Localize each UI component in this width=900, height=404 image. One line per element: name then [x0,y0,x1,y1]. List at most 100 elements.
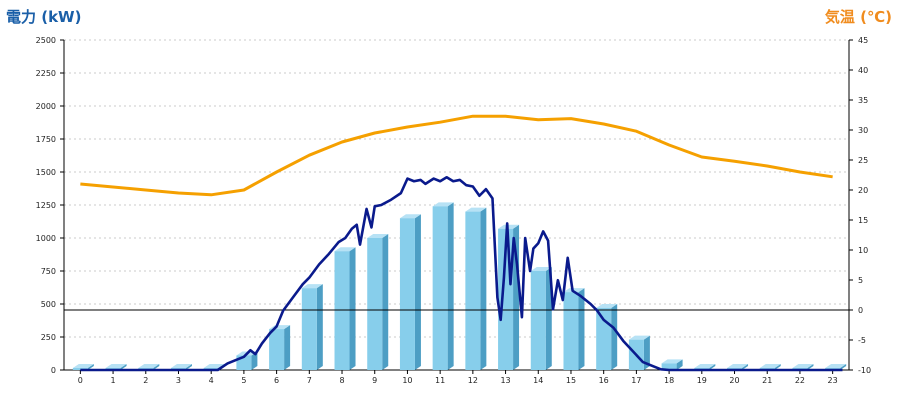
right-tick-label: 45 [858,36,868,45]
right-tick-label: 10 [858,246,868,255]
x-tick-label: 13 [500,376,510,385]
bar-side [545,267,552,370]
x-tick-label: 11 [435,376,445,385]
bar-side [676,359,683,370]
left-tick-label: 0 [51,366,56,375]
left-tick-label: 750 [41,267,56,276]
x-tick-label: 12 [468,376,478,385]
realtime-power-line [80,175,843,372]
bar [530,271,546,370]
left-tick-label: 2000 [36,102,56,111]
left-tick-label: 500 [41,300,56,309]
bar-side [284,325,291,370]
left-tick-label: 1000 [36,234,56,243]
bar-side [578,288,585,370]
bar-top [628,335,650,340]
x-tick-label: 16 [599,376,609,385]
right-tick-label: 20 [858,186,868,195]
bar-side [643,335,650,370]
bar-side [382,234,389,370]
x-tick-label: 9 [372,376,377,385]
right-tick-label: 30 [858,126,868,135]
bar-side [185,364,192,370]
bar-side [316,284,323,370]
bar-top [727,364,749,369]
x-tick-label: 20 [729,376,739,385]
x-tick-label: 7 [307,376,312,385]
left-tick-label: 1750 [36,135,56,144]
x-tick-label: 17 [631,376,641,385]
x-tick-label: 19 [697,376,707,385]
x-tick-label: 10 [402,376,412,385]
bar-top [465,207,487,212]
bar-side [349,247,356,370]
bar [563,292,579,370]
bar-top [661,359,683,364]
x-tick-label: 15 [566,376,576,385]
x-tick-label: 23 [828,376,838,385]
bar-top [530,267,552,271]
bar-side [840,364,847,370]
temperature-line [80,114,833,197]
bar-top [694,364,716,369]
bar-side [414,214,421,370]
bar-side [709,364,716,370]
bar-top [399,214,421,219]
x-tick-label: 2 [143,376,148,385]
bar [301,288,317,370]
bar-top [367,234,389,238]
right-tick-label: 5 [858,276,863,285]
x-tick-label: 3 [176,376,181,385]
bar-top [105,364,127,369]
left-tick-label: 1250 [36,201,56,210]
bar-top [72,364,94,369]
x-tick-label: 4 [209,376,214,385]
bar-top [334,247,356,252]
bar-side [251,351,258,370]
left-axis-title: 電力 (kW) [6,8,82,26]
right-tick-label: 25 [858,156,868,165]
right-tick-label: 15 [858,216,868,225]
bar-top [792,364,814,369]
bar-top [170,364,192,369]
left-tick-label: 2250 [36,69,56,78]
bar-side [480,207,487,370]
bar [596,307,612,370]
bar-side [611,303,618,370]
x-tick-label: 22 [795,376,805,385]
x-tick-label: 14 [533,376,543,385]
bar [432,206,448,370]
bar-side [87,364,94,370]
right-tick-label: -10 [858,366,871,375]
x-tick-label: 6 [274,376,279,385]
bar [399,218,415,370]
x-tick-label: 8 [339,376,344,385]
right-tick-label: 0 [858,306,863,315]
x-tick-label: 5 [241,376,246,385]
bar [367,238,383,370]
bar-top [432,202,454,207]
left-tick-label: 1500 [36,168,56,177]
right-axis-title: 気温 (℃) [824,8,892,26]
bar-top [759,364,781,369]
bar-top [596,303,618,308]
bar-side [153,364,160,370]
bar-side [807,364,814,370]
x-tick-label: 0 [78,376,83,385]
bar-side [447,202,454,370]
bar-side [120,364,127,370]
right-tick-label: 35 [858,96,868,105]
left-tick-label: 250 [41,333,56,342]
x-tick-label: 18 [664,376,674,385]
bar-side [774,364,781,370]
bar-side [742,364,749,370]
bar [465,211,481,370]
bar-top [301,284,323,289]
left-tick-label: 2500 [36,36,56,45]
bar [269,329,285,370]
right-tick-label: 40 [858,66,868,75]
bar [661,363,677,370]
bar-top [203,364,225,369]
